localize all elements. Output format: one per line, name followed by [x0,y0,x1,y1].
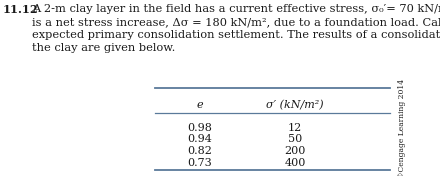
Text: expected primary consolidation settlement. The results of a consolidation test o: expected primary consolidation settlemen… [32,30,440,40]
Text: 0.73: 0.73 [187,158,213,168]
Text: 0.94: 0.94 [187,134,213,144]
Text: 0.98: 0.98 [187,123,213,133]
Text: is a net stress increase, Δσ = 180 kN/m², due to a foundation load. Calculate th: is a net stress increase, Δσ = 180 kN/m²… [32,17,440,27]
Text: 0.82: 0.82 [187,146,213,156]
Text: σ′ (kN/m²): σ′ (kN/m²) [266,100,324,110]
Text: 50: 50 [288,134,302,144]
Text: A 2-m clay layer in the field has a current effective stress, σ₀′= 70 kN/m². The: A 2-m clay layer in the field has a curr… [32,4,440,14]
Text: ©Cengage Learning 2014: ©Cengage Learning 2014 [398,79,406,176]
Text: 400: 400 [284,158,306,168]
Text: e: e [197,100,203,110]
Text: 11.12: 11.12 [3,4,39,15]
Text: the clay are given below.: the clay are given below. [32,43,175,53]
Text: 12: 12 [288,123,302,133]
Text: 200: 200 [284,146,306,156]
